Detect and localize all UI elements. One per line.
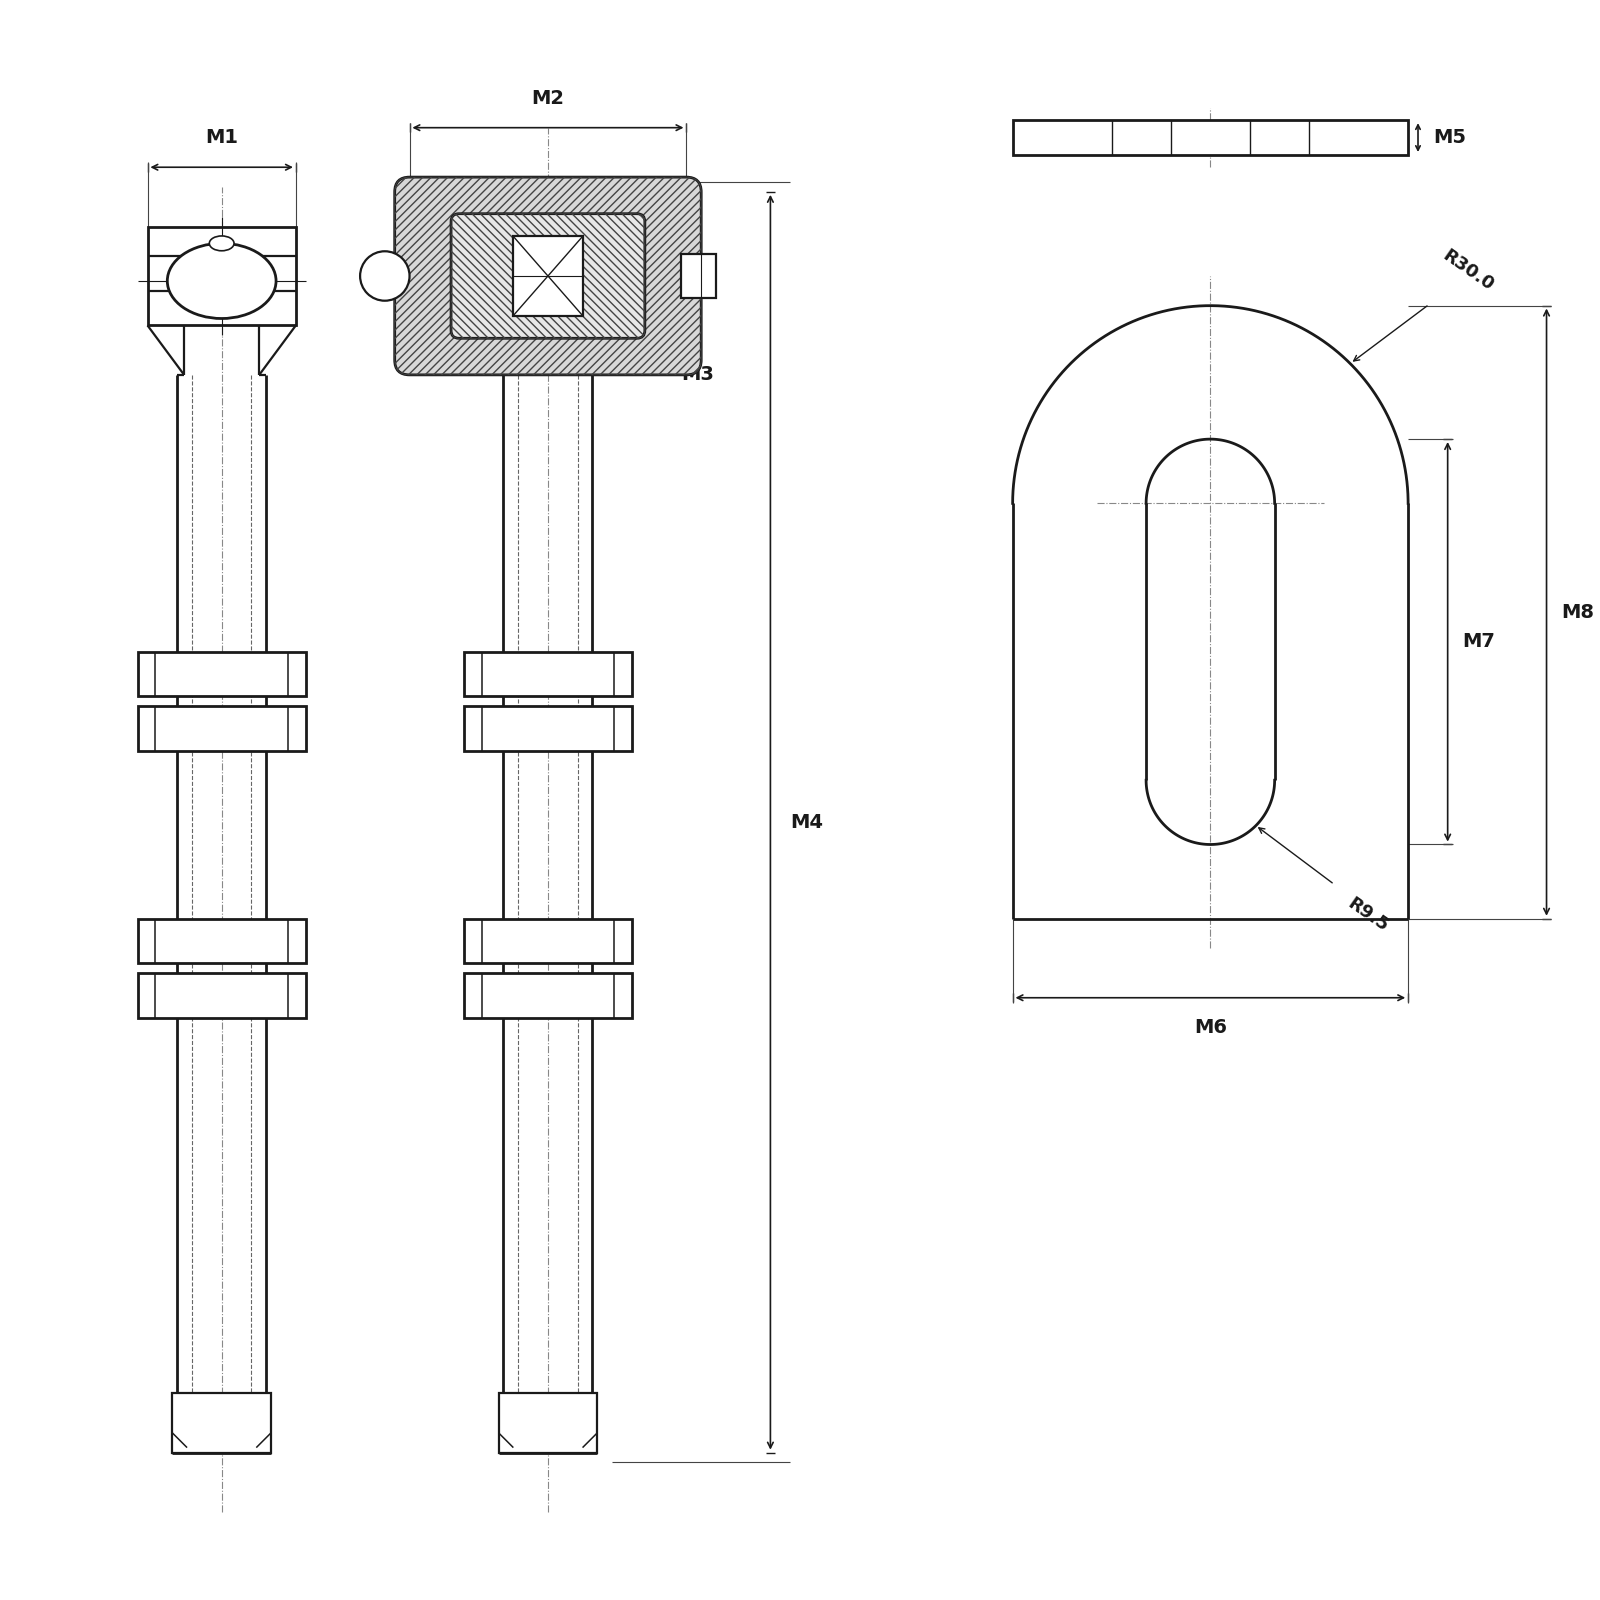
Bar: [499, 1394, 597, 1453]
Text: M3: M3: [682, 365, 714, 384]
Bar: [138, 918, 306, 963]
FancyBboxPatch shape: [395, 178, 701, 374]
Bar: [138, 651, 306, 696]
Text: M6: M6: [1194, 1018, 1227, 1037]
Text: M5: M5: [1434, 128, 1466, 147]
Text: M8: M8: [1562, 603, 1594, 622]
Bar: [138, 706, 306, 750]
Bar: [464, 651, 632, 696]
Text: R9.5: R9.5: [1344, 894, 1392, 936]
Bar: [1013, 120, 1408, 155]
Bar: [514, 237, 582, 315]
Bar: [464, 918, 632, 963]
Ellipse shape: [210, 235, 234, 251]
Bar: [173, 1394, 270, 1453]
Bar: [147, 227, 296, 325]
Bar: [464, 706, 632, 750]
Text: M2: M2: [531, 90, 565, 107]
Text: M7: M7: [1462, 632, 1496, 651]
Ellipse shape: [168, 243, 277, 318]
Bar: [138, 973, 306, 1018]
Circle shape: [360, 251, 410, 301]
Bar: [464, 973, 632, 1018]
Text: R30.0: R30.0: [1438, 246, 1498, 294]
FancyBboxPatch shape: [451, 214, 645, 338]
Text: M1: M1: [205, 128, 238, 147]
Bar: [682, 254, 717, 298]
Text: M4: M4: [790, 813, 822, 832]
